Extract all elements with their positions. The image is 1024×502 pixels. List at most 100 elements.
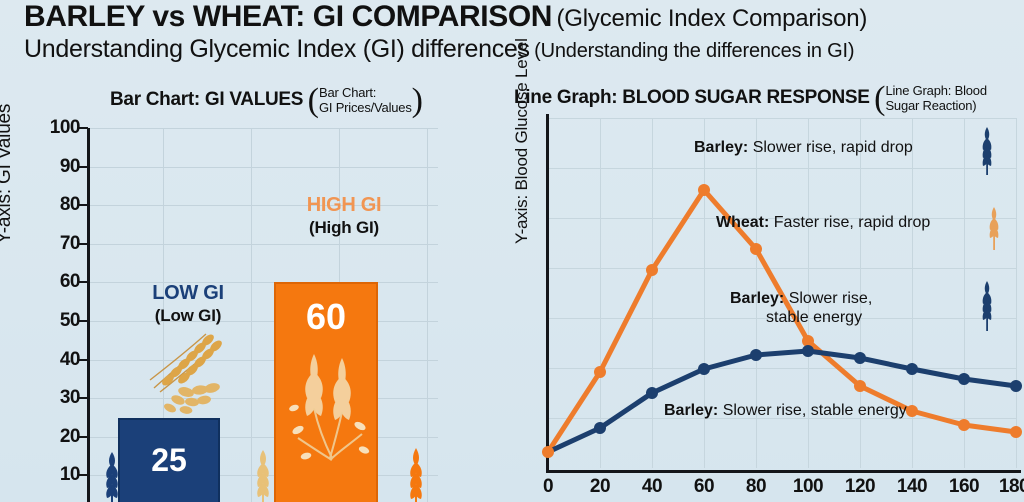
y-tick bbox=[79, 204, 88, 207]
bar-y-axis bbox=[87, 128, 90, 502]
annotation-barley-stable-energy-lower: Barley: Slower rise, stable energy bbox=[664, 402, 907, 420]
gridline-vertical bbox=[600, 118, 601, 468]
gridline-vertical bbox=[251, 128, 252, 502]
annotation-text: Slower rise, rapid drop bbox=[748, 139, 913, 156]
annotation-barley-stable-energy-upper: Barley: Slower rise, stable energy bbox=[730, 289, 872, 327]
page-subtitle: Understanding Glycemic Index (GI) differ… bbox=[24, 37, 1014, 62]
x-tick-label: 100 bbox=[792, 476, 824, 497]
wheat-sheaf-illustration bbox=[284, 346, 372, 466]
y-tick-label: 80 bbox=[59, 194, 81, 216]
line-chart-title-sub-line2: Sugar Reaction) bbox=[885, 97, 977, 113]
title-main: BARLEY vs WHEAT: GI COMPARISON bbox=[24, 0, 553, 33]
gridline bbox=[88, 436, 438, 438]
x-tick-label: 40 bbox=[641, 476, 663, 497]
annotation-text: Faster rise, rapid drop bbox=[769, 214, 931, 231]
y-tick bbox=[79, 127, 88, 129]
gridline bbox=[88, 398, 438, 400]
gridline-vertical bbox=[427, 128, 428, 502]
y-tick-label: 30 bbox=[59, 387, 81, 409]
close-paren-glyph: ) bbox=[411, 81, 423, 119]
barley-badge-top: LOW GI bbox=[152, 282, 224, 304]
gridline bbox=[88, 321, 438, 322]
y-tick-label: 40 bbox=[59, 348, 81, 370]
x-tick-label: 180 bbox=[998, 476, 1024, 497]
y-tick bbox=[79, 397, 88, 400]
wheat-stalk-icon-blue bbox=[974, 126, 1000, 176]
wheat-stalk-icon-orange bbox=[982, 206, 1006, 252]
wheat-stalk-icon-blue bbox=[974, 280, 1000, 332]
annotation-bold-label: Barley: bbox=[730, 290, 785, 307]
y-tick bbox=[79, 281, 88, 284]
gridline-vertical bbox=[912, 118, 913, 468]
bar-wheat: 60 bbox=[274, 282, 378, 502]
y-tick-label: 10 bbox=[59, 464, 81, 486]
annotation-line-1: Barley: Slower rise, bbox=[730, 289, 872, 308]
annotation-line-2: stable energy bbox=[766, 309, 863, 327]
gridline bbox=[88, 359, 438, 361]
annotation-bold-label: Barley: bbox=[694, 139, 749, 156]
bar-chart-title-sub-line2: GI Prices/Values bbox=[318, 99, 412, 115]
annotation-text: Slower rise, bbox=[784, 290, 873, 307]
x-tick-label: 20 bbox=[589, 476, 611, 497]
y-tick bbox=[79, 242, 88, 245]
line-chart-title-sub-line1: Line Graph: Blood bbox=[885, 83, 987, 98]
open-paren-glyph: ( bbox=[874, 79, 886, 117]
page-title: BARLEY vs WHEAT: GI COMPARISON (Glycemic… bbox=[24, 2, 1014, 32]
bar-wheat-value: 60 bbox=[305, 296, 347, 337]
subtitle-main: Understanding Glycemic Index (GI) differ… bbox=[24, 35, 530, 63]
gridline bbox=[548, 118, 1016, 119]
wheat-stalk-icon-orange bbox=[398, 446, 434, 502]
bar-chart-title-sub-line1: Bar Chart: bbox=[318, 85, 377, 100]
y-tick-label: 50 bbox=[59, 310, 81, 331]
header: BARLEY vs WHEAT: GI COMPARISON (Glycemic… bbox=[0, 0, 1024, 62]
gridline bbox=[548, 368, 1016, 369]
gridline bbox=[548, 268, 1016, 269]
line-x-axis-title: Time (Minutes) bbox=[496, 500, 1024, 502]
bar-chart-title-main: Bar Chart: GI VALUES bbox=[110, 88, 304, 110]
line-chart-title: Line Graph: BLOOD SUGAR RESPONSE (Line G… bbox=[514, 81, 987, 115]
line-chart-title-sub: Line Graph: Blood Sugar Reaction) bbox=[885, 83, 987, 113]
wheat-stalk-icon-blue bbox=[96, 450, 128, 502]
gridline-vertical bbox=[652, 118, 653, 468]
wheat-badge-sub: (High GI) bbox=[309, 218, 379, 237]
annotation-text: Slower rise, stable energy bbox=[718, 402, 907, 419]
line-x-axis bbox=[546, 470, 1021, 473]
title-parenthetical: (Glycemic Index Comparison) bbox=[556, 5, 868, 32]
y-tick bbox=[79, 474, 88, 477]
x-tick-label: 160 bbox=[948, 476, 980, 497]
line-chart-panel: Line Graph: BLOOD SUGAR RESPONSE (Line G… bbox=[496, 38, 1024, 502]
wheat-stalk-icon-gold bbox=[246, 448, 280, 502]
y-tick bbox=[79, 320, 88, 322]
gridline-vertical bbox=[964, 118, 965, 468]
barley-badge-sub: (Low GI) bbox=[154, 306, 222, 325]
bar-chart-title: Bar Chart: GI VALUES (Bar Chart: GI Price… bbox=[110, 83, 423, 117]
open-paren-glyph: ( bbox=[307, 81, 319, 119]
line-chart-title-main: Line Graph: BLOOD SUGAR RESPONSE bbox=[514, 86, 870, 108]
x-tick-label: 0 bbox=[542, 476, 554, 497]
y-tick-label: 70 bbox=[59, 232, 81, 254]
annotation-wheat-faster-rise: Wheat: Faster rise, rapid drop bbox=[716, 214, 930, 232]
y-tick-label: 20 bbox=[59, 425, 81, 447]
gridline bbox=[88, 243, 438, 245]
bar-y-axis-title: Y-axis: GI Values bbox=[0, 103, 15, 244]
gridline bbox=[88, 128, 438, 129]
line-y-axis bbox=[546, 114, 549, 471]
gridline-vertical bbox=[1016, 118, 1017, 468]
gridline bbox=[548, 168, 1016, 169]
annotation-bold-label: Wheat: bbox=[716, 214, 770, 231]
line-y-axis-title: Y-axis: Blood Glucose Level bbox=[512, 38, 531, 244]
x-tick-label: 80 bbox=[745, 476, 767, 497]
annotation-barley-rapid-drop: Barley: Slower rise, rapid drop bbox=[694, 139, 913, 157]
bar-chart-title-sub: Bar Chart: GI Prices/Values bbox=[318, 85, 412, 115]
bar-barley: 25 bbox=[118, 417, 220, 502]
y-tick bbox=[79, 358, 88, 361]
y-tick bbox=[79, 165, 88, 168]
x-tick-label: 140 bbox=[896, 476, 928, 497]
wheat-badge-top: HIGH GI bbox=[306, 194, 382, 216]
x-tick-label: 60 bbox=[693, 476, 715, 497]
x-tick-label: 120 bbox=[844, 476, 876, 497]
barley-grain-illustration bbox=[142, 328, 242, 414]
annotation-bold-label: Barley: bbox=[664, 402, 719, 419]
subtitle-parenthetical: (Understanding the differences in GI) bbox=[534, 40, 855, 62]
